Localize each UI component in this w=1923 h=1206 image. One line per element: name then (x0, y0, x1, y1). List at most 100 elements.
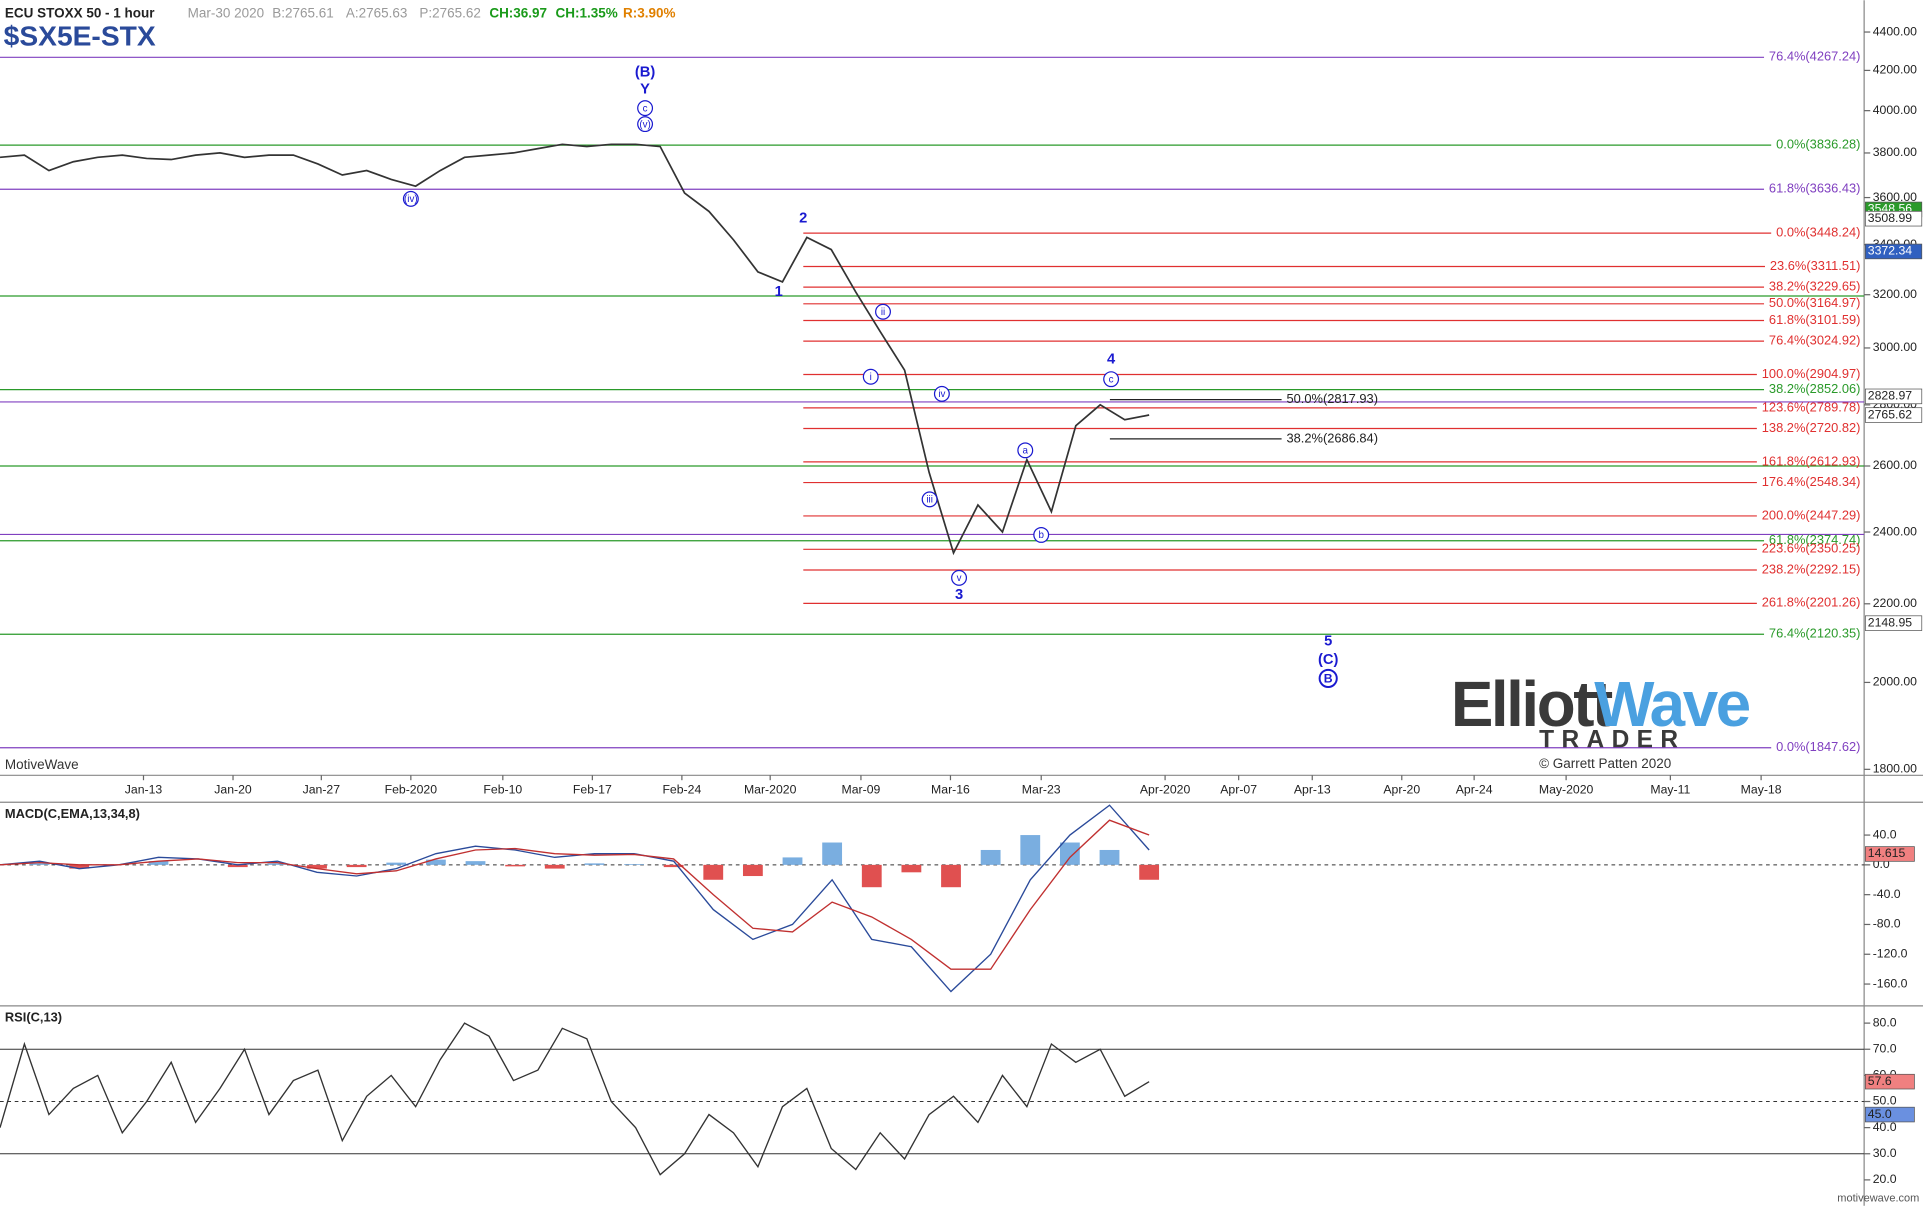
wave-circle (921, 491, 938, 508)
logo-sub: TRADER (1539, 726, 1685, 753)
x-tick-label: Mar-16 (931, 782, 970, 796)
fib-label: 100.0%(2904.97) (1762, 366, 1861, 381)
price: P:2765.62 (419, 5, 480, 20)
histogram-bar (505, 864, 526, 867)
wave-circle-label: v (957, 573, 962, 584)
wave-circle (1033, 526, 1050, 543)
fib-label: 0.0%(3836.28) (1776, 137, 1860, 152)
wave-circle (637, 116, 654, 133)
ask: A:2765.63 (346, 5, 407, 20)
x-tick-label: May-18 (1741, 782, 1782, 796)
wave-circle-label: b (1038, 530, 1044, 541)
logo-word: Wave (1594, 668, 1749, 740)
value-box (1864, 1073, 1915, 1090)
x-tick-label: Apr-07 (1220, 782, 1257, 796)
value-box-label: 45.0 (1868, 1107, 1892, 1121)
wave-label: 1 (775, 284, 783, 300)
wave-circle (1017, 442, 1034, 459)
y-tick-label: 40.0 (1873, 827, 1897, 841)
change: CH:36.97 (489, 5, 547, 20)
histogram-bar (29, 863, 50, 865)
histogram-bar (307, 864, 327, 869)
fib-label: 0.0%(3448.24) (1776, 224, 1860, 239)
x-tick-label: Apr-13 (1294, 782, 1331, 796)
price-line (0, 143, 1150, 556)
copyright: © Garrett Patten 2020 (1539, 756, 1671, 771)
fib-label: 76.4%(2120.35) (1769, 626, 1861, 641)
fib-label: 50.0%(2817.93) (1286, 391, 1378, 406)
histogram-bar (69, 864, 90, 869)
price-box-label: 2765.62 (1868, 407, 1912, 421)
histogram-bar (386, 862, 407, 865)
wave-circle-label: iv (938, 389, 945, 400)
y-tick-label: 3600.00 (1873, 190, 1917, 204)
histogram-bar (227, 864, 248, 868)
y-tick-label: 40.0 (1873, 1120, 1897, 1134)
wave-circle-label: iii (926, 495, 933, 506)
histogram-bar (901, 864, 922, 873)
x-tick-label: Feb-10 (483, 782, 522, 796)
histogram-bar (148, 861, 169, 865)
wave-circle (862, 368, 879, 385)
y-tick-label: -120.0 (1873, 946, 1908, 960)
y-tick-label: -40.0 (1873, 887, 1901, 901)
fib-label: 176.4%(2548.34) (1762, 474, 1861, 489)
wave-circle (875, 303, 891, 320)
histogram-bar (465, 861, 486, 865)
date: Mar-30 2020 (188, 5, 264, 20)
wave-circle-label: c (1109, 374, 1114, 385)
histogram-bar (544, 864, 565, 869)
x-tick-label: Apr-2020 (1140, 782, 1191, 796)
y-tick-label: -160.0 (1873, 976, 1908, 990)
y-tick-label: 1800.00 (1873, 762, 1917, 776)
histogram-bar (663, 864, 684, 868)
histogram-bar (941, 864, 961, 888)
y-tick-label: 80.0 (1873, 1015, 1897, 1029)
indicator-line (0, 1022, 1150, 1176)
fib-label: 23.6%(3311.51) (1770, 258, 1861, 273)
fib-label: 38.2%(2852.06) (1769, 381, 1861, 396)
x-tick-label: Mar-23 (1022, 782, 1061, 796)
wave-label: (B) (635, 64, 656, 80)
fib-label: 61.8%(3101.59) (1769, 312, 1861, 327)
wave-circle-label: i (870, 372, 872, 383)
fib-label: 38.2%(2686.84) (1286, 430, 1378, 445)
wave-circle (933, 385, 950, 402)
y-tick-label: 4200.00 (1873, 63, 1917, 77)
fib-label: 76.4%(4267.24) (1769, 49, 1861, 64)
fib-label: 238.2%(2292.15) (1762, 561, 1861, 576)
symbol-title: ECU STOXX 50 - 1 hour (5, 5, 155, 20)
price-box-label: 3372.34 (1868, 244, 1912, 258)
y-tick-label: -80.0 (1873, 917, 1901, 931)
y-tick-label: 2400.00 (1873, 524, 1917, 538)
wave-label: 2 (799, 210, 807, 226)
y-tick-label: 4000.00 (1873, 103, 1917, 117)
footer-left: MotiveWave (5, 757, 79, 772)
histogram-bar (742, 864, 763, 877)
wave-circle-label: ii (881, 307, 885, 318)
x-tick-label: Feb-2020 (385, 782, 438, 796)
price-box (1864, 388, 1923, 405)
fib-label: 0.0%(1847.62) (1776, 739, 1860, 754)
y-tick-label: 2600.00 (1873, 458, 1917, 472)
x-tick-label: Feb-17 (573, 782, 612, 796)
fib-label: 138.2%(2720.82) (1762, 420, 1861, 435)
x-tick-label: May-2020 (1539, 782, 1594, 796)
site: motivewave.com (1837, 1192, 1919, 1204)
value-box (1864, 846, 1915, 862)
fib-label: 123.6%(2789.78) (1762, 399, 1861, 414)
histogram-bar (980, 849, 1001, 865)
histogram-bar (346, 864, 367, 868)
value-box (1864, 1106, 1915, 1123)
y-tick-label: 50.0 (1873, 1094, 1897, 1108)
y-tick-label: 3800.00 (1873, 145, 1917, 159)
x-tick-label: Jan-13 (125, 782, 163, 796)
price-box-label: 2828.97 (1868, 389, 1912, 403)
wave-circle-label: B (1324, 671, 1333, 685)
panel-title: RSI(C,13) (5, 1010, 62, 1025)
wave-label: Y (640, 82, 650, 98)
x-tick-label: Jan-27 (303, 782, 341, 796)
wave-circle (1103, 371, 1120, 388)
